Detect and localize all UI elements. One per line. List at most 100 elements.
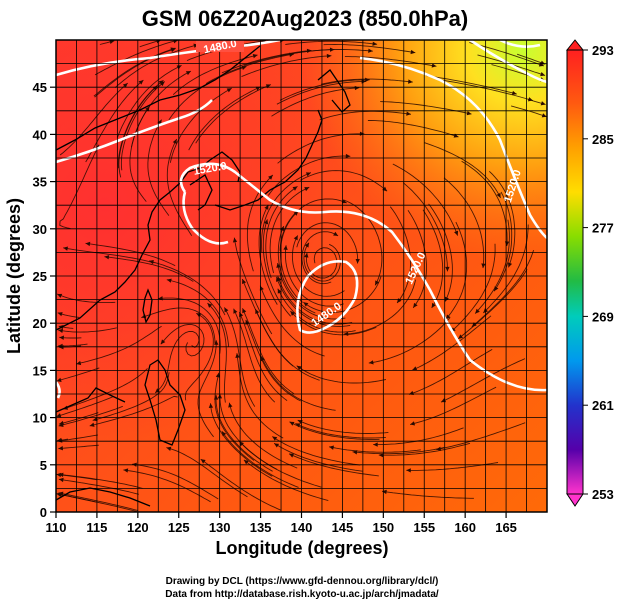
streamline bbox=[243, 459, 329, 502]
streamline-arrow bbox=[224, 307, 229, 313]
streamline-arrow bbox=[122, 83, 128, 88]
y-tick-label: 35 bbox=[33, 175, 47, 190]
streamline-arrow bbox=[445, 266, 450, 272]
streamline bbox=[132, 463, 219, 500]
plot-area: 1480.0 1520.0 1480.0 1520.0 1520.0 bbox=[56, 40, 547, 512]
streamline bbox=[58, 478, 139, 495]
y-tick-label: 20 bbox=[33, 316, 47, 331]
streamline bbox=[94, 40, 179, 76]
streamline bbox=[445, 221, 468, 320]
colorbar-tick-label: 277 bbox=[592, 221, 614, 236]
streamline-arrow bbox=[59, 420, 64, 426]
streamline-arrow bbox=[481, 263, 486, 269]
streamline bbox=[516, 53, 546, 65]
y-tick-label: 0 bbox=[40, 505, 47, 520]
streamline-arrow bbox=[242, 308, 247, 314]
streamline-arrow bbox=[454, 230, 459, 236]
streamline-arrow bbox=[373, 442, 378, 447]
streamline bbox=[440, 358, 526, 403]
streamline-arrow bbox=[333, 231, 339, 236]
streamline bbox=[295, 422, 386, 439]
streamline-arrow bbox=[208, 403, 214, 408]
streamline bbox=[148, 260, 226, 316]
streamline bbox=[428, 203, 453, 302]
streamline bbox=[246, 174, 274, 272]
streamline bbox=[58, 492, 139, 512]
streamline-arrow bbox=[408, 79, 413, 84]
contour-1480-north bbox=[56, 40, 281, 77]
streamline-arrow bbox=[406, 111, 411, 116]
streamline bbox=[245, 319, 302, 402]
x-tick-label: 165 bbox=[495, 520, 517, 535]
streamline bbox=[58, 327, 117, 333]
streamline-arrow bbox=[264, 204, 269, 210]
colorbar-tick-label: 269 bbox=[592, 309, 614, 324]
streamline bbox=[123, 469, 211, 503]
streamline-arrow bbox=[123, 468, 129, 473]
streamline-arrow bbox=[295, 423, 301, 428]
streamline-arrow bbox=[410, 421, 415, 426]
colorbar: 293 285 277 269 261 253 bbox=[565, 39, 614, 507]
streamline bbox=[408, 349, 493, 395]
x-tick-label: 130 bbox=[209, 520, 231, 535]
streamline bbox=[197, 340, 217, 438]
streamline-arrow bbox=[138, 80, 144, 85]
streamline-arrow bbox=[511, 90, 517, 96]
streamline bbox=[57, 293, 116, 304]
streamline bbox=[207, 302, 227, 403]
streamline-arrow bbox=[304, 242, 309, 248]
streamline bbox=[104, 256, 194, 282]
streamline-arrow bbox=[303, 302, 309, 307]
streamline bbox=[241, 55, 332, 78]
streamline bbox=[58, 412, 99, 425]
streamline bbox=[343, 199, 383, 286]
streamline-arrow bbox=[368, 360, 374, 365]
streamline-arrow bbox=[368, 48, 373, 53]
streamline-arrow bbox=[265, 84, 271, 89]
streamline bbox=[273, 442, 363, 472]
streamline-arrow bbox=[540, 101, 546, 106]
streamline-arrow bbox=[292, 186, 298, 191]
y-axis-ticks: 0 5 10 15 20 25 30 35 40 45 bbox=[33, 80, 56, 520]
streamline bbox=[277, 288, 356, 333]
streamline-arrow bbox=[207, 303, 213, 308]
streamline-arrow bbox=[261, 356, 265, 362]
streamline bbox=[221, 431, 299, 488]
streamline-arrow bbox=[272, 436, 278, 441]
streamline-arrow bbox=[355, 258, 360, 264]
streamline bbox=[59, 144, 100, 230]
streamline-arrow bbox=[304, 252, 309, 258]
streamline bbox=[412, 315, 492, 371]
streamline bbox=[290, 310, 377, 336]
streamline bbox=[285, 40, 378, 45]
streamline bbox=[259, 285, 325, 357]
y-tick-label: 30 bbox=[33, 222, 47, 237]
contour-label-bg bbox=[196, 40, 244, 52]
streamline bbox=[85, 242, 176, 267]
x-tick-label: 150 bbox=[372, 520, 394, 535]
contour-label: 1520.0 bbox=[193, 160, 228, 178]
streamline-arrow bbox=[148, 259, 154, 265]
streamline-arrow bbox=[200, 459, 206, 464]
streamline-arrow bbox=[58, 477, 64, 483]
contour-northeast-2 bbox=[499, 40, 541, 48]
streamline bbox=[188, 86, 261, 151]
streamline-arrow bbox=[63, 246, 69, 251]
hokkaido-sakhalin-coastline bbox=[317, 69, 351, 113]
streamline-arrow bbox=[89, 422, 95, 427]
streamline bbox=[63, 247, 155, 264]
streamline bbox=[238, 441, 322, 488]
streamline-arrow bbox=[431, 302, 436, 308]
streamline bbox=[422, 209, 444, 309]
streamline-arrow bbox=[445, 314, 451, 320]
streamline-arrow bbox=[58, 328, 64, 334]
streamline-arrow bbox=[413, 302, 418, 308]
streamline bbox=[258, 204, 278, 305]
streamline-arrow bbox=[232, 237, 238, 243]
streamline-arrow bbox=[92, 417, 98, 422]
streamline bbox=[323, 44, 416, 54]
streamline-arrow bbox=[375, 280, 380, 286]
x-tick-label: 145 bbox=[332, 520, 354, 535]
streamline bbox=[488, 170, 516, 268]
streamline bbox=[233, 237, 273, 335]
